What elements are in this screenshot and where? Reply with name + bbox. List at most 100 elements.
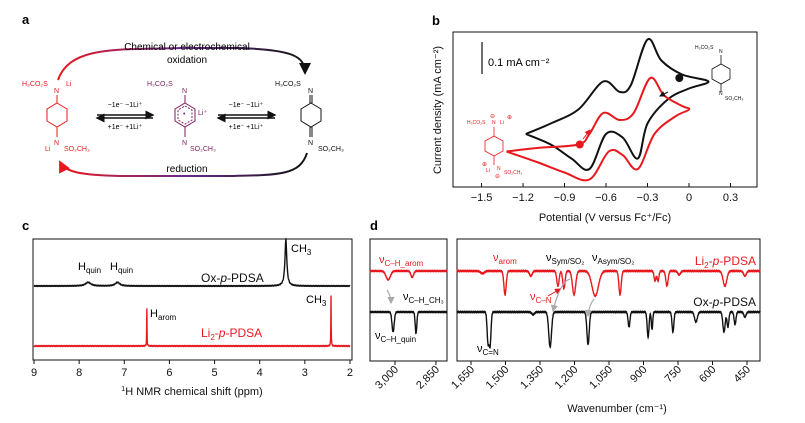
chem-label: N [182, 140, 187, 147]
molecule-reduced: H₃CO₂S N Li N Li SO₂CH₃ [22, 81, 90, 153]
chem-label: N [308, 140, 313, 147]
scan-direction-arrow [582, 129, 591, 140]
chem-label: N [182, 88, 187, 95]
chem-label: Li [66, 81, 72, 88]
oxidation-label-line1: Chemical or electrochemical [124, 42, 250, 53]
chem-label: ⊕ [507, 115, 512, 121]
annotation-c-eq-n: νC=N [477, 343, 499, 357]
x-tick-label: 0.3 [723, 192, 738, 204]
annotation-asym-so2: νAsym/SO₂ [592, 252, 634, 266]
chem-label: Li⁺ [198, 110, 207, 117]
x-tick-label: 900 [628, 364, 649, 385]
x-tick-label: 5 [211, 367, 217, 379]
x-tick-label: 450 [732, 364, 753, 385]
equilibrium-arrows-1 [95, 110, 155, 123]
x-tick-label: 0 [686, 192, 692, 204]
x-tick-label: −1.5 [471, 192, 493, 204]
black-start-marker [675, 74, 684, 82]
panel-a: a Chemical or electrochemical oxidation … [22, 12, 344, 177]
chem-label: H₃CO₂S [147, 81, 173, 88]
panel-c: c 9 8 7 6 5 4 3 2 Hquin Hquin CH3 Harom CH3 Ox-… [22, 218, 353, 398]
molecule-radical: H₃CO₂S N N SO₂CH₃ Li⁺ • [147, 81, 216, 153]
cv-y-axis-label: Current density (mA cm⁻²) [432, 46, 444, 174]
ir-left-spectrum-1 [369, 310, 448, 335]
ir-left-spectrum-0 [369, 269, 448, 282]
chem-label: N [719, 91, 723, 97]
oxidation-arrow [57, 47, 311, 81]
chem-label: ⊖ [490, 114, 495, 120]
x-tick-label: −0.3 [637, 192, 659, 204]
annotation-ch3-ox: CH3 [291, 243, 312, 257]
ir-series-label-li2: Li2-p-PDSA [695, 254, 756, 270]
scale-bar-label: 0.1 mA cm⁻² [488, 57, 550, 69]
chem-label: H₃CO₂S [467, 120, 486, 126]
chem-label: Li [45, 146, 51, 153]
chem-label: H₃CO₂S [22, 81, 48, 88]
chem-label: N [492, 120, 496, 126]
inset-oxidized-structure: H₃CO₂S N N SO₂CH₃ [695, 45, 743, 102]
x-tick-label: 3 [302, 367, 308, 379]
x-tick-label: 8 [76, 367, 82, 379]
panel-label-b: b [432, 13, 440, 28]
annotation-arom: νarom [493, 252, 517, 266]
chem-label: ⊖ [495, 174, 500, 180]
oxidation-label-line2: oxidation [167, 55, 207, 66]
x-tick-label: 1,350 [518, 364, 546, 392]
panel-label-d: d [370, 218, 378, 233]
ir-series-label-ox: Ox-p-PDSA [693, 295, 756, 309]
chem-label: N [54, 140, 59, 147]
chem-label: N [308, 88, 313, 95]
annotation-ch-arom: νC–H_arom [379, 254, 424, 268]
chem-label: SO₂CH₃ [190, 146, 216, 153]
chem-label: SO₂CH₃ [318, 146, 344, 153]
series-label-li2-p-pdsa: Li2-p-PDSA [201, 326, 262, 342]
panel-label-a: a [22, 12, 30, 27]
x-tick-label: −0.9 [554, 192, 576, 204]
x-tick-label: −1.2 [512, 192, 534, 204]
nmr-spectrum-1 [33, 295, 351, 348]
x-tick-label: 2,850 [414, 364, 442, 392]
annotation-h-quin-2: Hquin [110, 261, 133, 275]
chem-label: H₃CO₂S [695, 45, 714, 51]
cn-arrow [547, 288, 561, 297]
series-label-ox-p-pdsa: Ox-p-PDSA [201, 271, 264, 285]
x-tick-label: 3,000 [373, 364, 401, 392]
ir-right-spectrum-1 [456, 310, 761, 349]
x-tick-label: 4 [257, 367, 263, 379]
nmr-plot-frame [32, 238, 353, 361]
x-tick-label: 1,200 [553, 364, 581, 392]
annotation-ch-ch3: νC–H_CH₃ [403, 291, 444, 305]
x-tick-label: 1,500 [484, 364, 512, 392]
x-tick-label: 600 [697, 364, 718, 385]
ir-x-axis-label: Wavenumber (cm⁻¹) [567, 403, 667, 415]
chem-label: N [54, 88, 59, 95]
nmr-spectrum-0 [33, 237, 351, 288]
x-tick-label: 7 [121, 367, 127, 379]
annotation-cn: νC–N [530, 291, 552, 305]
annotation-h-quin-1: Hquin [78, 261, 101, 275]
ir-right-spectrum-0 [456, 269, 761, 298]
x-tick-label: 9 [31, 367, 37, 379]
x-tick-label: 2 [347, 367, 353, 379]
scan-direction-arrow [659, 91, 669, 97]
chem-label: N [719, 49, 723, 55]
step2-forward-label: −1e⁻ −1Li⁺ [229, 102, 264, 109]
ir-left-frame [369, 238, 448, 362]
chem-label: Li [486, 168, 490, 174]
chem-label: N [497, 166, 501, 172]
x-tick-label: 1,050 [587, 364, 615, 392]
chem-label: SO₂CH₃ [64, 146, 90, 153]
equilibrium-arrows-2 [216, 110, 277, 123]
annotation-sym-so2: νSym/SO₂ [546, 252, 584, 266]
cv-x-axis-label: Potential (V versus Fc⁺/Fc) [539, 212, 671, 224]
x-tick-label: 6 [166, 367, 172, 379]
x-tick-label: 750 [663, 364, 684, 385]
chem-label: • [183, 111, 186, 118]
step1-back-label: +1e⁻ +1Li⁺ [108, 124, 143, 131]
nmr-x-axis-label: 1H NMR chemical shift (ppm) [121, 386, 262, 398]
inset-reduced-structure: H₃CO₂S N Li ⊕ ⊖ Li N SO₂CH₃ ⊕ ⊖ [467, 114, 522, 180]
x-tick-label: 1,650 [449, 364, 477, 392]
red-cv-curve [506, 76, 691, 182]
step1-forward-label: −1e⁻ −1Li⁺ [108, 102, 143, 109]
